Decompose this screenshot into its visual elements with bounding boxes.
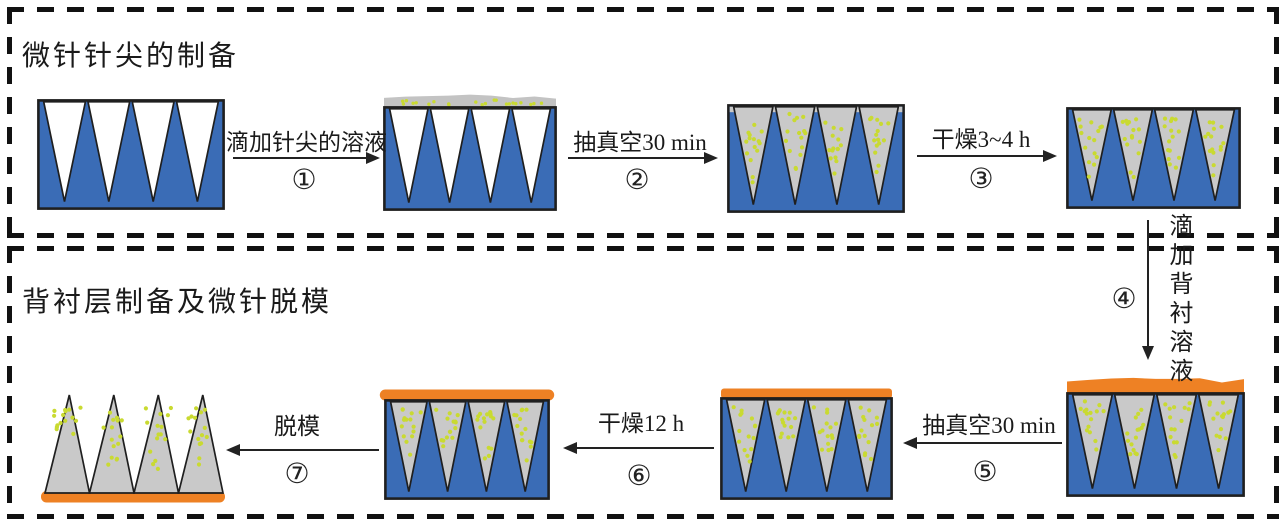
mold-with-tip-solution-figure — [383, 94, 557, 211]
step-3-arrowhead-icon — [1043, 149, 1057, 162]
top-panel-border-top — [7, 7, 1279, 12]
step-5-arrow — [916, 442, 1062, 445]
step-2-number: ② — [624, 163, 650, 196]
step-4-arrowhead-icon — [1142, 346, 1154, 360]
step-7-label: 脱模 — [274, 414, 320, 439]
step-1-number: ① — [291, 163, 317, 196]
empty-mold-figure — [37, 99, 225, 210]
step-6-arrow — [576, 447, 714, 450]
top-panel-border-left — [7, 7, 12, 238]
bottom-panel-title: 背衬层制备及微针脱模 — [22, 287, 333, 318]
mold-backing-dried-figure — [379, 389, 555, 500]
step-5-number: ⑤ — [972, 455, 998, 488]
top-panel-border-bottom — [7, 233, 1279, 238]
bottom-panel-border-bottom — [7, 514, 1279, 519]
step-5-label: 抽真空30 min — [922, 413, 1056, 438]
mold-filled-tips-figure — [727, 104, 905, 213]
step-6-arrowhead-icon — [563, 441, 577, 454]
mold-backing-solution-figure — [1066, 377, 1245, 497]
top-panel-border-right — [1274, 7, 1279, 238]
step-4-arrow — [1147, 220, 1150, 347]
top-panel-title: 微针针尖的制备 — [22, 41, 240, 72]
bottom-panel-border-right — [1274, 246, 1279, 519]
mold-backing-vacuum-figure — [720, 388, 893, 500]
demolded-microneedle-patch-figure — [41, 394, 225, 503]
bottom-panel-border-left — [7, 246, 12, 519]
step-1-label: 滴加针尖的溶液 — [226, 130, 387, 155]
step-2-arrowhead-icon — [704, 151, 718, 164]
step-1-arrowhead-icon — [366, 151, 380, 164]
step-7-arrowhead-icon — [226, 443, 240, 456]
step-6-number: ⑥ — [626, 459, 652, 492]
mold-dried-tips-figure — [1066, 107, 1241, 209]
step-3-label: 干燥3~4 h — [931, 127, 1031, 152]
step-3-arrow — [917, 155, 1044, 158]
step-3-number: ③ — [968, 162, 994, 195]
step-7-arrow — [239, 449, 379, 452]
step-6-label: 干燥12 h — [597, 411, 685, 436]
step-7-number: ⑦ — [284, 457, 310, 490]
step-2-arrow — [568, 157, 705, 160]
step-1-arrow — [233, 157, 367, 160]
bottom-panel-border-top — [7, 246, 1279, 251]
step-4-label: 滴加背衬溶液 — [1165, 213, 1191, 387]
step-5-arrowhead-icon — [903, 436, 917, 449]
step-2-label: 抽真空30 min — [573, 130, 707, 155]
step-4-number: ④ — [1111, 282, 1137, 315]
